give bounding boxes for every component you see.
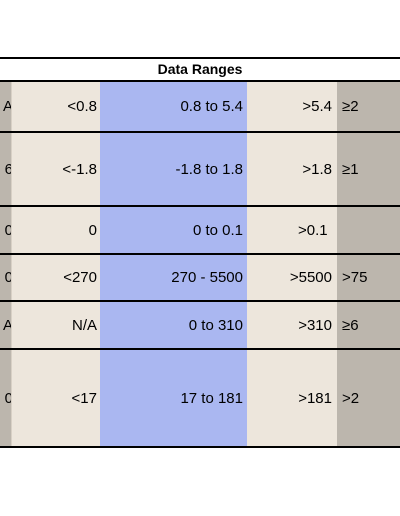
table-cell: 270 - 5500 [100,255,247,300]
table-cell: ≥1 [337,133,400,205]
table-header: Data Ranges [0,59,400,82]
table-row: 0 <270 270 - 5500 >5500 >75 [0,255,400,302]
table-cell: 0 to 0.1 [100,207,247,253]
table-cell: 0 [0,207,11,253]
table-cell: 6 [0,133,11,205]
table-cell: >5.4 [247,82,337,131]
table-cell: >2 [337,350,400,446]
table-cell: >75 [337,255,400,300]
table-cell: <-1.8 [11,133,100,205]
table-cell: >310 [247,302,337,348]
table-cell: <0.8 [11,82,100,131]
table-row: 0 <17 17 to 181 >181 >2 [0,350,400,446]
table-cell: >1.8 [247,133,337,205]
table-cell: N/A [11,302,100,348]
table-cell: <17 [11,350,100,446]
table-cell: 17 to 181 [100,350,247,446]
table-row: 6 <-1.8 -1.8 to 1.8 >1.8 ≥1 [0,133,400,207]
table-cell: -1.8 to 1.8 [100,133,247,205]
table-cell: 0 [0,255,11,300]
table-cell: A [0,82,11,131]
table-cell: 0 [0,350,11,446]
table-cell: 0 [11,207,100,253]
table-row: 0 0 0 to 0.1 >0.1 [0,207,400,255]
table-cell: >0.1 [247,207,337,253]
table-cell: 0.8 to 5.4 [100,82,247,131]
table-cell: <270 [11,255,100,300]
table-cell: ≥6 [337,302,400,348]
table-cell: 0 to 310 [100,302,247,348]
table-cell: >181 [247,350,337,446]
table-cell: ≥2 [337,82,400,131]
table-row: A <0.8 0.8 to 5.4 >5.4 ≥2 [0,82,400,133]
data-ranges-table: Data Ranges A <0.8 0.8 to 5.4 >5.4 ≥2 6 … [0,57,400,448]
table-row: A N/A 0 to 310 >310 ≥6 [0,302,400,350]
table-title: Data Ranges [157,61,243,77]
table-cell: >5500 [247,255,337,300]
table-cell: A [0,302,11,348]
table-cell [337,207,400,253]
